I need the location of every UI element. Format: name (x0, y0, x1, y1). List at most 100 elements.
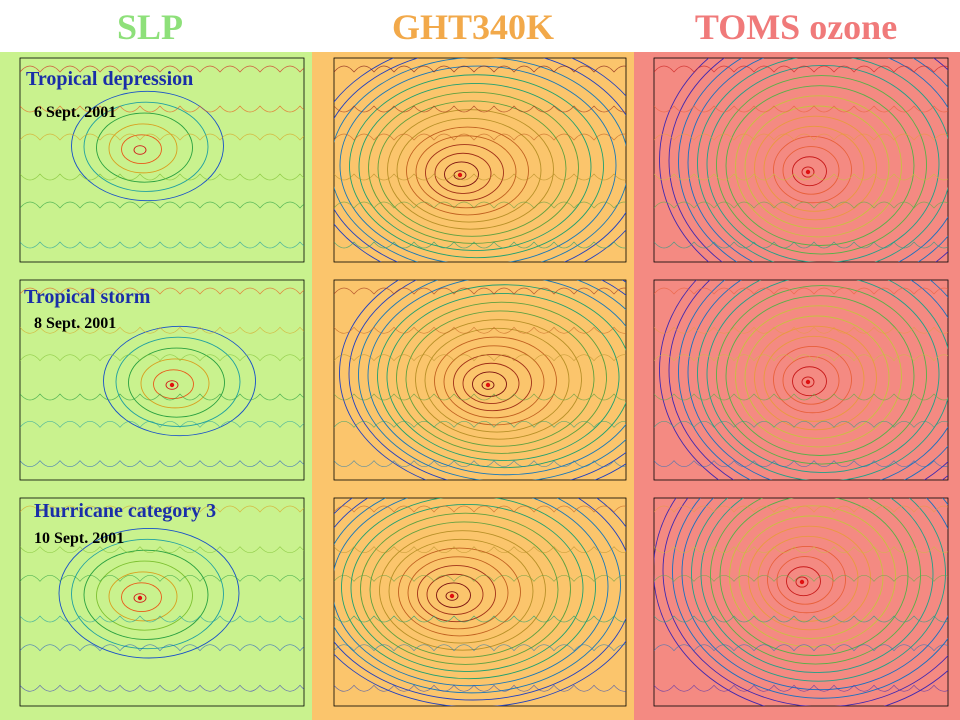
contour-line (128, 347, 225, 418)
contour-line (140, 358, 210, 409)
contour-line (20, 684, 304, 692)
contour-line (654, 173, 948, 181)
storm-center-marker (449, 593, 455, 599)
slp-column-title: SLP (116, 7, 184, 47)
contour-line (654, 574, 948, 582)
contour-line (654, 133, 948, 141)
contour-line (334, 326, 626, 334)
contour-line (716, 285, 927, 465)
slp-contour-map (19, 497, 305, 707)
storm-center-marker (805, 169, 811, 175)
contour-line (58, 527, 240, 659)
contour-line (691, 498, 946, 682)
contour-line (334, 201, 626, 209)
contour-line (377, 100, 567, 237)
contour-line (334, 287, 626, 295)
plot-frame (653, 497, 949, 707)
slp-contour-map (19, 279, 305, 481)
contour-line (103, 325, 256, 437)
contour-line (472, 371, 507, 397)
contour-line (121, 134, 162, 165)
contour-line (334, 393, 626, 401)
contour-line (334, 105, 626, 113)
contour-line (334, 58, 626, 262)
plot-frame (19, 497, 305, 707)
contour-line (334, 65, 626, 73)
contour-line (654, 326, 948, 334)
contour-line (334, 420, 626, 428)
contour-line (334, 644, 626, 652)
ght-contour-map (333, 57, 627, 263)
contour-line (334, 241, 626, 249)
contour-line (350, 504, 584, 672)
contour-line (20, 354, 304, 362)
contour-line (369, 521, 559, 658)
contour-line (407, 556, 509, 630)
contour-line (697, 280, 948, 480)
contour-line (341, 498, 596, 680)
contour-line (687, 280, 948, 480)
contour-line (20, 326, 304, 334)
contour-line (700, 498, 934, 674)
contour-line (358, 83, 592, 251)
storm-center-marker (485, 382, 491, 388)
contour-line (396, 117, 542, 223)
contour-line (20, 615, 304, 623)
toms-map-panel-row2 (636, 276, 954, 490)
contour-line (738, 515, 884, 639)
contour-line (659, 280, 948, 480)
contour-line (20, 460, 304, 468)
contour-line (654, 505, 948, 513)
contour-line (20, 420, 304, 428)
contour-line (349, 74, 604, 259)
contour-line (434, 336, 557, 426)
contour-line (334, 574, 626, 582)
contour-line (405, 310, 595, 447)
contour-line (20, 201, 304, 209)
contour-line (334, 58, 626, 262)
contour-line (20, 173, 304, 181)
contour-line (773, 135, 852, 204)
contour-line (367, 280, 626, 476)
contour-line (334, 498, 609, 687)
contour-line (654, 615, 948, 623)
contour-line (334, 173, 626, 181)
plot-frame (19, 279, 305, 481)
contour-line (443, 345, 545, 419)
contour-line (697, 58, 948, 262)
contour-line (153, 369, 194, 400)
row1-stage-label: Tropical depression (26, 68, 194, 90)
contour-line (20, 574, 304, 582)
contour-line (776, 556, 834, 605)
contour-line (719, 498, 909, 656)
contour-line (687, 58, 948, 262)
contour-line (481, 380, 495, 390)
plot-frame (653, 57, 949, 263)
storm-center-marker (137, 595, 143, 601)
contour-line (339, 65, 617, 262)
contour-line (729, 505, 896, 648)
ght-map-panel-row3 (316, 494, 632, 716)
contour-line (672, 498, 948, 699)
slp-map-panel-row1 (2, 54, 310, 272)
contour-line (334, 546, 626, 554)
contour-line (654, 546, 948, 554)
contour-line (20, 65, 304, 73)
contour-line (654, 65, 948, 73)
contour-line (71, 90, 224, 202)
toms-column-title: TOMS ozone (694, 7, 898, 47)
contour-line (425, 144, 504, 202)
contour-line (396, 301, 607, 454)
plot-frame (333, 57, 627, 263)
contour-line (763, 335, 865, 422)
contour-line (668, 58, 948, 262)
contour-line (445, 591, 459, 601)
contour-line (96, 560, 193, 631)
contour-line (334, 58, 626, 262)
contour-line (744, 315, 890, 439)
contour-line (115, 336, 241, 427)
contour-line (725, 295, 915, 456)
contour-line (83, 101, 209, 192)
contour-line (20, 505, 304, 513)
contour-line (339, 280, 626, 480)
